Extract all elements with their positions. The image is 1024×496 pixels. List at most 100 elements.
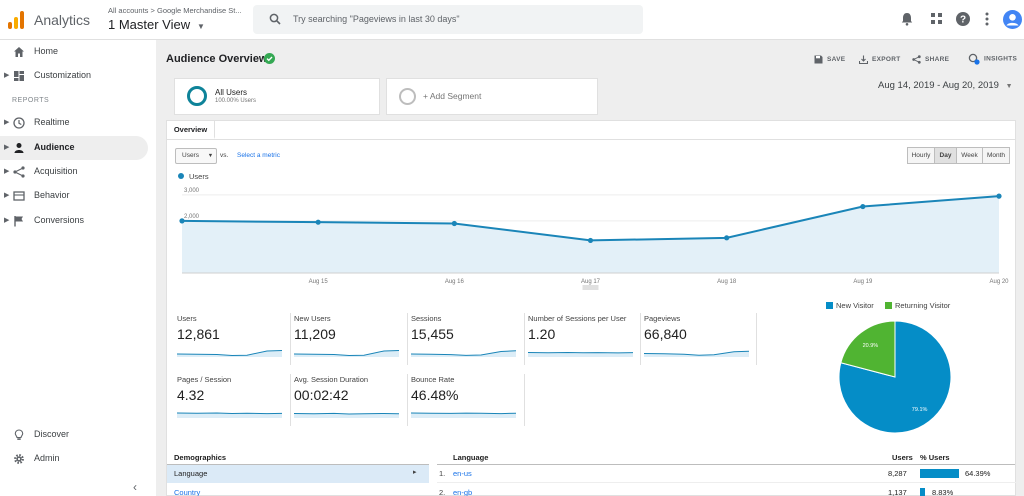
kpi-label: New Users (294, 314, 331, 323)
demographics-row-language[interactable]: Language ▸ (167, 465, 429, 483)
segment-all-users[interactable]: All Users 100.00% Users (174, 78, 380, 115)
language-link[interactable]: en-us (453, 469, 472, 478)
kpi-users[interactable]: Users 12,861 (177, 314, 292, 372)
flag-icon (14, 216, 23, 227)
view-selector[interactable]: 1 Master View (108, 17, 191, 32)
help-icon[interactable]: ? (956, 12, 970, 26)
series-area (182, 196, 999, 273)
sidebar-item-acquisition[interactable]: ▶ Acquisition (0, 160, 148, 184)
col-pct-header: % Users (920, 453, 950, 462)
granularity-day[interactable]: Day (934, 147, 957, 164)
granularity-month[interactable]: Month (982, 147, 1010, 164)
legend-label: Returning Visitor (895, 301, 951, 310)
bell-icon[interactable] (901, 12, 913, 26)
language-link[interactable]: en-gb (453, 488, 473, 496)
gear-icon (14, 454, 24, 464)
sidebar-item-home[interactable]: Home (0, 40, 148, 64)
kpi-avg-session-duration[interactable]: Avg. Session Duration 00:02:42 (294, 375, 409, 433)
pct-bar (920, 488, 926, 496)
x-tick-label: Aug 20 (989, 279, 1009, 285)
pie-slice-label: 79.1% (912, 407, 928, 413)
insights-label: INSIGHTS (984, 55, 1018, 63)
caret-right-icon: ▶ (4, 217, 10, 224)
avatar-icon[interactable] (1003, 10, 1022, 29)
sidebar-item-label: Realtime (34, 117, 70, 127)
kpi-sessions-per-user[interactable]: Number of Sessions per User 1.20 (528, 314, 643, 372)
add-segment-label: + Add Segment (423, 91, 482, 101)
legend-label: Users (189, 172, 209, 181)
kpi-label: Pages / Session (177, 375, 232, 384)
search-placeholder: Try searching "Pageviews in last 30 days… (293, 14, 460, 24)
demographics-row-country[interactable]: Country (174, 488, 201, 496)
add-segment-button[interactable]: + Add Segment (386, 78, 598, 115)
metric-select-value: Users (182, 152, 199, 159)
metric-select[interactable]: Users ▼ (175, 148, 217, 164)
analytics-logo-icon[interactable] (8, 10, 24, 30)
share-icon (912, 55, 921, 64)
sidebar-item-realtime[interactable]: ▶ Realtime (0, 111, 148, 135)
sidebar-item-label: Customization (34, 70, 92, 80)
share-button[interactable]: SHARE (912, 55, 949, 64)
kpi-pages-per-session[interactable]: Pages / Session 4.32 (177, 375, 292, 433)
kpi-value: 4.32 (177, 387, 205, 403)
users-value: 8,287 (888, 469, 907, 478)
kpi-divider (524, 313, 525, 365)
data-point (724, 235, 730, 241)
sidebar-item-admin[interactable]: Admin (0, 447, 148, 471)
sidebar-item-label: Conversions (34, 215, 85, 225)
kpi-label: Avg. Session Duration (294, 375, 369, 384)
sidebar-item-conversions[interactable]: ▶ Conversions (0, 209, 148, 233)
y-tick-label: 3,000 (184, 188, 200, 194)
segment-ring-icon (187, 86, 207, 106)
table-row[interactable]: 2. en-gb 1,137 8.83% (437, 484, 1017, 496)
x-tick-label: Aug 19 (853, 279, 873, 285)
apps-grid-icon[interactable] (931, 13, 942, 24)
empty-segment-ring-icon (399, 88, 416, 105)
top-bar: Analytics All accounts > Google Merchand… (0, 0, 1024, 40)
kpi-divider (756, 313, 757, 365)
data-point (179, 218, 185, 224)
kpi-divider (290, 313, 291, 365)
sidebar-item-label: Behavior (34, 190, 70, 200)
tab-overview[interactable]: Overview (167, 121, 215, 139)
clock-icon (13, 117, 25, 129)
date-range-picker[interactable]: Aug 14, 2019 - Aug 20, 2019 ▼ (878, 80, 1013, 91)
granularity-hourly[interactable]: Hourly (907, 147, 935, 164)
language-title: Language (453, 453, 489, 462)
export-button[interactable]: EXPORT (858, 55, 901, 65)
sidebar-item-audience[interactable]: ▶ Audience (0, 136, 148, 160)
caret-right-icon: ▶ (4, 192, 10, 199)
kpi-sessions[interactable]: Sessions 15,455 (411, 314, 526, 372)
data-point (587, 237, 594, 244)
granularity-week[interactable]: Week (956, 147, 983, 164)
kpi-sparkline (294, 350, 399, 357)
table-row[interactable]: 1. en-us 8,287 64.39% (437, 465, 1017, 483)
save-button[interactable]: SAVE (814, 55, 845, 64)
search-input[interactable]: Try searching "Pageviews in last 30 days… (253, 5, 643, 34)
chevron-down-icon[interactable]: ▼ (197, 22, 205, 31)
demographics-row-label: Language (174, 469, 208, 478)
row-number: 2. (439, 488, 446, 496)
insights-button[interactable]: INSIGHTS (968, 53, 1017, 65)
kpi-new-users[interactable]: New Users 11,209 (294, 314, 409, 372)
users-value: 1,137 (888, 488, 907, 496)
select-metric-link[interactable]: Select a metric (237, 152, 280, 159)
row-number: 1. (439, 469, 446, 478)
segment-name: All Users (215, 88, 248, 97)
legend-swatch (826, 302, 833, 309)
y-tick-label: 2,000 (184, 214, 200, 220)
sidebar-item-behavior[interactable]: ▶ Behavior (0, 184, 148, 208)
home-icon (14, 47, 24, 57)
date-range-label: Aug 14, 2019 - Aug 20, 2019 (878, 80, 999, 91)
account-breadcrumb[interactable]: All accounts > Google Merchandise St... (108, 6, 242, 15)
more-vert-icon[interactable] (985, 12, 989, 26)
sidebar-item-discover[interactable]: Discover (0, 423, 148, 447)
kpi-pageviews[interactable]: Pageviews 66,840 (644, 314, 759, 372)
caret-right-icon: ▸ (413, 469, 417, 476)
legend-dot (178, 173, 184, 179)
sidebar-item-customization[interactable]: ▶ Customization (0, 64, 148, 88)
collapse-sidebar-icon[interactable]: ‹ (133, 480, 137, 494)
pie-slice-returning-visitor (840, 320, 896, 378)
kpi-bounce-rate[interactable]: Bounce Rate 46.48% (411, 375, 526, 433)
save-icon (814, 55, 823, 64)
